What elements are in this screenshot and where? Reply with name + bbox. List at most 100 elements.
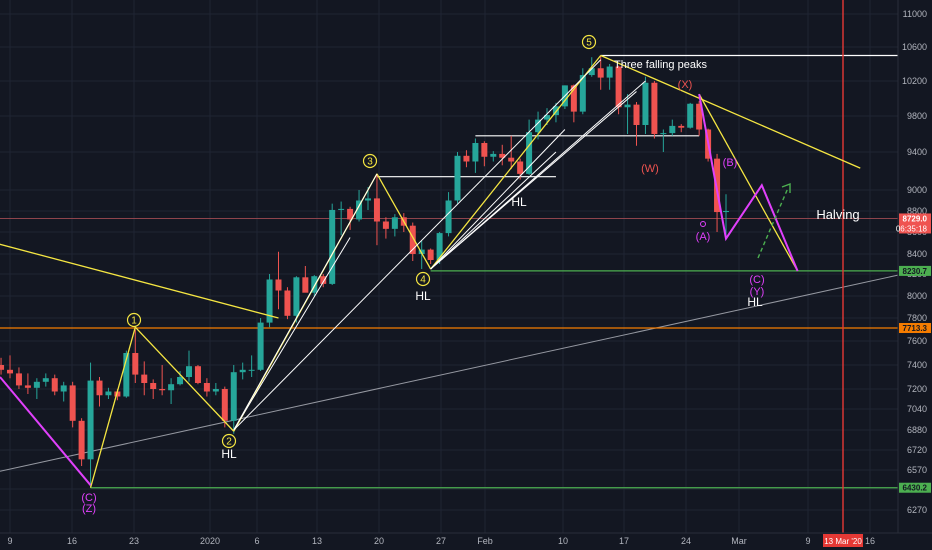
wave-labels: 1 2 3 4 5	[126, 34, 597, 449]
annotation-label: (C)	[749, 274, 764, 286]
candle-body	[365, 198, 371, 201]
candle-body	[212, 389, 219, 392]
candle-body	[320, 276, 327, 284]
time-highlight-label: 13 Mar '20	[824, 537, 862, 546]
y-tick-label: 6570	[907, 465, 927, 475]
wave-label: 1	[131, 316, 137, 327]
annotation-label: (A)	[696, 231, 711, 243]
candle-body	[499, 153, 506, 158]
x-tick-label: 13	[312, 536, 322, 546]
x-tick-label: 9	[7, 536, 12, 546]
candle-body	[194, 366, 201, 383]
candle-body	[159, 389, 166, 391]
candle-body	[239, 369, 246, 373]
price-tag-bg	[899, 213, 931, 234]
hl-label: HL	[221, 447, 237, 461]
wave-point-marker	[126, 312, 142, 328]
x-tick-label: 24	[681, 536, 691, 546]
yellow-trend-line	[430, 55, 602, 270]
price-tag-label: 8230.7	[903, 267, 928, 276]
annotation-label: Three falling peaks	[614, 59, 707, 71]
candle-body	[24, 385, 31, 388]
yellow-trend-line	[89, 327, 136, 488]
candle-body	[141, 374, 148, 383]
white-fan-line	[233, 173, 378, 431]
hl-label: HL	[747, 295, 763, 309]
annotation-label: (B)	[723, 157, 738, 169]
y-tick-label: 6720	[907, 445, 927, 455]
magenta-polyline	[698, 93, 799, 272]
candle-body	[409, 225, 416, 254]
candle-body	[660, 133, 667, 135]
candle-body	[329, 209, 336, 284]
y-tick-label: 11000	[903, 9, 927, 19]
candle-body	[687, 103, 694, 128]
candle-body	[517, 161, 524, 174]
wave-point-marker	[581, 34, 597, 50]
y-tick-label: 9400	[907, 147, 927, 157]
annotation-label: (Y)	[750, 286, 765, 298]
x-tick-label: 2020	[200, 536, 220, 546]
price-tag-bg	[899, 265, 931, 276]
candle-body	[391, 217, 398, 229]
candle-body	[508, 157, 515, 162]
wave-label: 2	[226, 437, 232, 448]
y-tick-label: 8400	[907, 249, 927, 259]
candle-body	[454, 155, 461, 201]
candle-body	[463, 155, 470, 162]
candle-body	[427, 249, 434, 260]
candle-body	[373, 198, 380, 222]
candle-body	[490, 153, 497, 157]
candle-body	[678, 125, 685, 128]
candle-body	[588, 68, 595, 76]
annotation-label: Halving	[816, 207, 859, 222]
x-tick-label: 9	[805, 536, 810, 546]
yellow-lines	[0, 54, 861, 488]
grid-lines	[0, 0, 898, 537]
candle-body	[311, 276, 318, 293]
white-fan-line	[233, 59, 602, 431]
y-tick-label: 6880	[907, 425, 927, 435]
price-tag-label: 6430.2	[903, 484, 928, 493]
candle-body	[597, 68, 604, 78]
price-tag-bg	[899, 323, 931, 334]
y-tick-label: 10200	[902, 76, 927, 86]
y-tick-label: 9000	[907, 185, 927, 195]
candle-body	[347, 208, 354, 220]
candle-body	[69, 385, 76, 421]
candle-body	[615, 66, 622, 108]
x-tick-label: 16	[67, 536, 77, 546]
hl-label: HL	[415, 289, 431, 303]
candle-body	[266, 279, 273, 323]
x-tick-label: 6	[254, 536, 259, 546]
candle-body	[418, 249, 425, 254]
white-fan-line	[430, 151, 557, 270]
annotation-label: (X)	[678, 79, 693, 91]
hl-label: HL	[511, 195, 527, 209]
x-tick-label: Mar	[731, 536, 747, 546]
candle-body	[78, 420, 85, 460]
candle-body	[651, 82, 658, 134]
x-tick-label: 20	[374, 536, 384, 546]
annotations: Three falling peaks(X)(W) (B)(A)(C)(Y)(Z)…	[81, 59, 859, 515]
yellow-trend-line	[376, 173, 432, 270]
candle-body	[356, 200, 363, 220]
magenta-path	[0, 93, 799, 486]
candle-body	[0, 365, 5, 370]
candle-body	[284, 290, 291, 316]
price-tag-bg	[899, 482, 931, 493]
annotation-label: (C)	[81, 492, 96, 504]
candle-body	[33, 381, 40, 388]
candle-body	[526, 132, 533, 174]
candle-body	[51, 378, 58, 392]
x-tick-label: 23	[129, 536, 139, 546]
candle-body	[535, 119, 542, 133]
price-tag-label: 7713.3	[903, 324, 928, 333]
y-tick-label: 7600	[907, 336, 927, 346]
yellow-trend-line	[134, 326, 235, 432]
candle-body	[60, 385, 67, 392]
candle-body	[642, 82, 649, 125]
pivot-marker	[700, 221, 706, 227]
annotation-label: (Z)	[82, 503, 96, 515]
